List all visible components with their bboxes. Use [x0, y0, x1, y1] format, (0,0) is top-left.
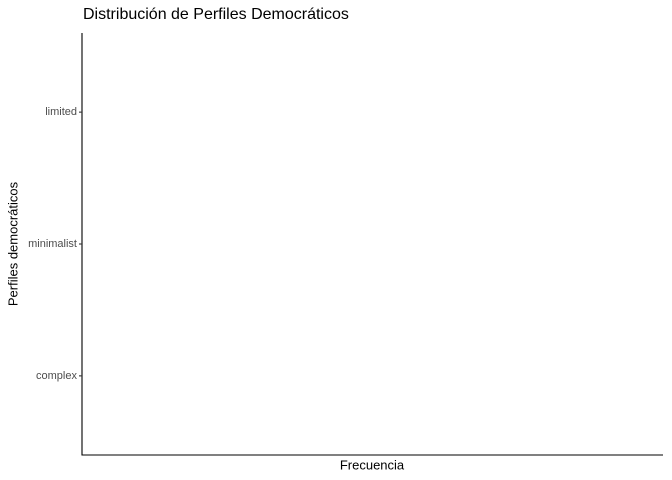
y-axis-label: Perfiles democráticos: [5, 181, 20, 306]
y-tick-label: limited: [45, 106, 77, 118]
y-tick-label: complex: [36, 370, 77, 382]
y-tick-label: minimalist: [28, 238, 77, 250]
chart-title: Distribución de Perfiles Democráticos: [83, 6, 349, 23]
x-axis-label: Frecuencia: [340, 457, 405, 472]
